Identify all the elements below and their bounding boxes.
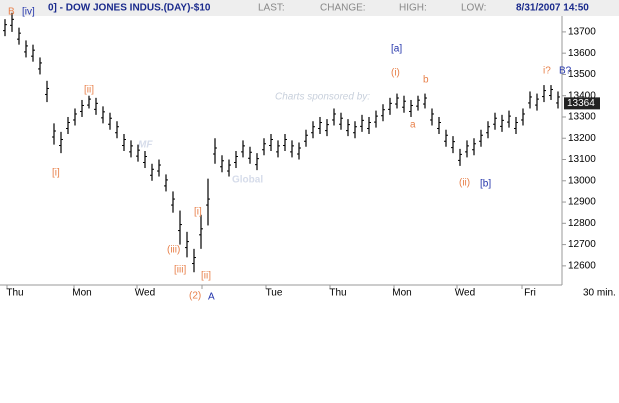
watermark-sponsor: Charts sponsored by: [275,92,370,103]
wave-label: A [208,292,215,303]
wave-label: (i) [391,68,400,79]
x-tick-label: Mon [72,288,91,299]
last-price-label: 13364 [567,98,595,109]
header-field: HIGH: [399,3,427,14]
x-tick-label: Thu [6,288,23,299]
x-tick-label: Mon [392,288,411,299]
last-price-box [564,97,600,110]
y-tick-label: 12600 [568,260,596,271]
wave-label: (ii) [459,178,470,189]
header-field: LOW: [461,3,486,14]
x-tick-label: Tue [266,288,283,299]
wave-label: [ii] [201,271,211,282]
y-tick-label: 13100 [568,154,596,165]
x-tick-label: Wed [135,288,155,299]
interval-label: 30 min. [583,288,616,299]
y-tick-label: 13300 [568,112,596,123]
wave-label: [iv] [22,7,35,18]
y-tick-label: 12800 [568,218,596,229]
wave-label: b [423,75,429,86]
wave-label: (2) [189,291,201,302]
wave-label: [ii] [84,85,94,96]
wave-label: [iii] [174,265,186,276]
y-tick-label: 13200 [568,133,596,144]
wave-label: i? [543,66,551,77]
wave-label: [i] [52,168,60,179]
header-bar [0,0,619,16]
wave-label: [a] [391,44,402,55]
y-tick-label: 12700 [568,239,596,250]
y-tick-label: 13400 [568,90,596,101]
x-tick-label: Thu [329,288,346,299]
x-tick-label: Fri [524,288,536,299]
watermark-brand: MF [138,140,153,151]
wave-label: [b] [480,179,491,190]
header-field: CHANGE: [320,3,366,14]
y-tick-label: 12900 [568,197,596,208]
wave-label: [i] [194,207,202,218]
wave-label: B [8,7,15,18]
x-tick-label: Wed [455,288,475,299]
wave-label: B? [559,66,572,77]
wave-label: (iii) [167,245,180,256]
y-tick-label: 13600 [568,48,596,59]
wave-label: a [410,120,416,131]
y-tick-label: 13500 [568,69,596,80]
header-field: LAST: [258,3,285,14]
watermark-brand: Global [232,175,263,186]
y-tick-label: 13000 [568,175,596,186]
y-tick-label: 13700 [568,27,596,38]
header-timestamp: 8/31/2007 14:50 [516,3,589,14]
header-title: 0] - DOW JONES INDUS.(DAY)-$10 [48,3,211,14]
